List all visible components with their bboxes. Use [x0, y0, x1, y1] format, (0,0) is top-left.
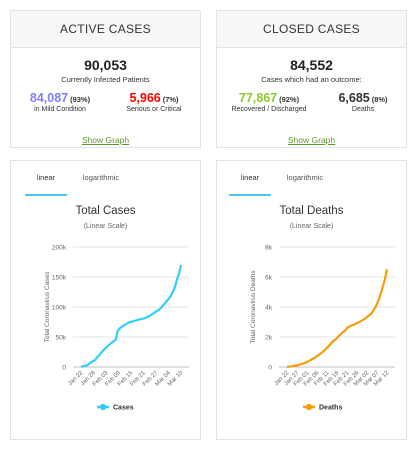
- deaths-label: Deaths: [351, 106, 375, 113]
- y-tick-label: 200k: [52, 245, 67, 252]
- closed-show-graph-link[interactable]: Show Graph: [287, 135, 336, 145]
- y-axis-label: Total Coronavirus Deaths: [250, 270, 257, 344]
- legend-label[interactable]: Cases: [113, 405, 134, 412]
- deaths-pct: (8%): [371, 95, 388, 104]
- series-line: [80, 264, 183, 368]
- serious-condition-label: Serious or Critical: [126, 106, 182, 113]
- tab-logarithmic[interactable]: logarithmic: [82, 173, 120, 182]
- tab-linear[interactable]: linear: [25, 161, 67, 196]
- y-tick-label: 0: [62, 365, 66, 372]
- serious-condition-value: 5,966: [129, 91, 161, 105]
- closed-cases-panel: CLOSED CASES 84,552 Cases which had an o…: [216, 10, 407, 148]
- mild-condition-block: 84,087 (93%) in Mild Condition: [17, 91, 103, 113]
- active-show-graph-link[interactable]: Show Graph: [81, 135, 130, 145]
- y-tick-label: 2k: [265, 335, 273, 342]
- tab-logarithmic[interactable]: logarithmic: [286, 173, 324, 182]
- closed-cases-total: 84,552: [290, 57, 333, 73]
- mild-condition-pct: (93%): [70, 95, 91, 104]
- y-tick-label: 50k: [56, 335, 67, 342]
- serious-condition-block: 5,966 (7%) Serious or Critical: [111, 91, 197, 113]
- recovered-block: 77,867 (92%) Recovered / Discharged: [221, 91, 317, 113]
- series-line: [286, 269, 389, 368]
- cases-chart-title: Total Cases: [75, 205, 136, 217]
- deaths-chart-title: Total Deaths: [279, 205, 344, 217]
- recovered-pct: (92%): [279, 95, 300, 104]
- recovered-value: 77,867: [238, 91, 278, 105]
- deaths-block: 6,685 (8%) Deaths: [323, 91, 403, 113]
- y-tick-label: 4k: [265, 305, 273, 312]
- closed-cases-total-label: Cases which had an outcome:: [261, 75, 362, 84]
- active-cases-total: 90,053: [84, 57, 127, 73]
- y-axis-label: Total Coronavirus Cases: [44, 271, 51, 343]
- y-tick-label: 100k: [52, 305, 67, 312]
- closed-cases-header: CLOSED CASES: [217, 11, 406, 48]
- legend-marker[interactable]: [99, 403, 107, 411]
- cases-scale-tabs: linear logarithmic: [11, 161, 200, 196]
- mild-condition-value: 84,087: [29, 91, 69, 105]
- deaths-value: 6,685: [338, 91, 370, 105]
- cases-chart-subtitle: (Linear Scale): [83, 223, 128, 230]
- active-cases-total-label: Currently Infected Patients: [61, 75, 150, 84]
- serious-condition-pct: (7%): [162, 95, 179, 104]
- active-cases-header: ACTIVE CASES: [11, 11, 200, 48]
- deaths-scale-tabs: linear logarithmic: [217, 161, 406, 196]
- total-deaths-chart-panel: linear logarithmic Total Deaths (Linear …: [216, 160, 407, 440]
- legend-marker[interactable]: [305, 403, 313, 411]
- mild-condition-label: in Mild Condition: [34, 106, 86, 113]
- recovered-label: Recovered / Discharged: [231, 106, 307, 113]
- y-tick-label: 8k: [265, 245, 273, 252]
- y-tick-label: 150k: [52, 275, 67, 282]
- y-tick-label: 0: [268, 365, 272, 372]
- tab-linear[interactable]: linear: [229, 161, 271, 196]
- active-cases-panel: ACTIVE CASES 90,053 Currently Infected P…: [10, 10, 201, 148]
- legend-label[interactable]: Deaths: [319, 405, 342, 412]
- total-cases-chart-panel: linear logarithmic Total Cases (Linear S…: [10, 160, 201, 440]
- deaths-chart-subtitle: (Linear Scale): [289, 223, 334, 230]
- y-tick-label: 6k: [265, 275, 273, 282]
